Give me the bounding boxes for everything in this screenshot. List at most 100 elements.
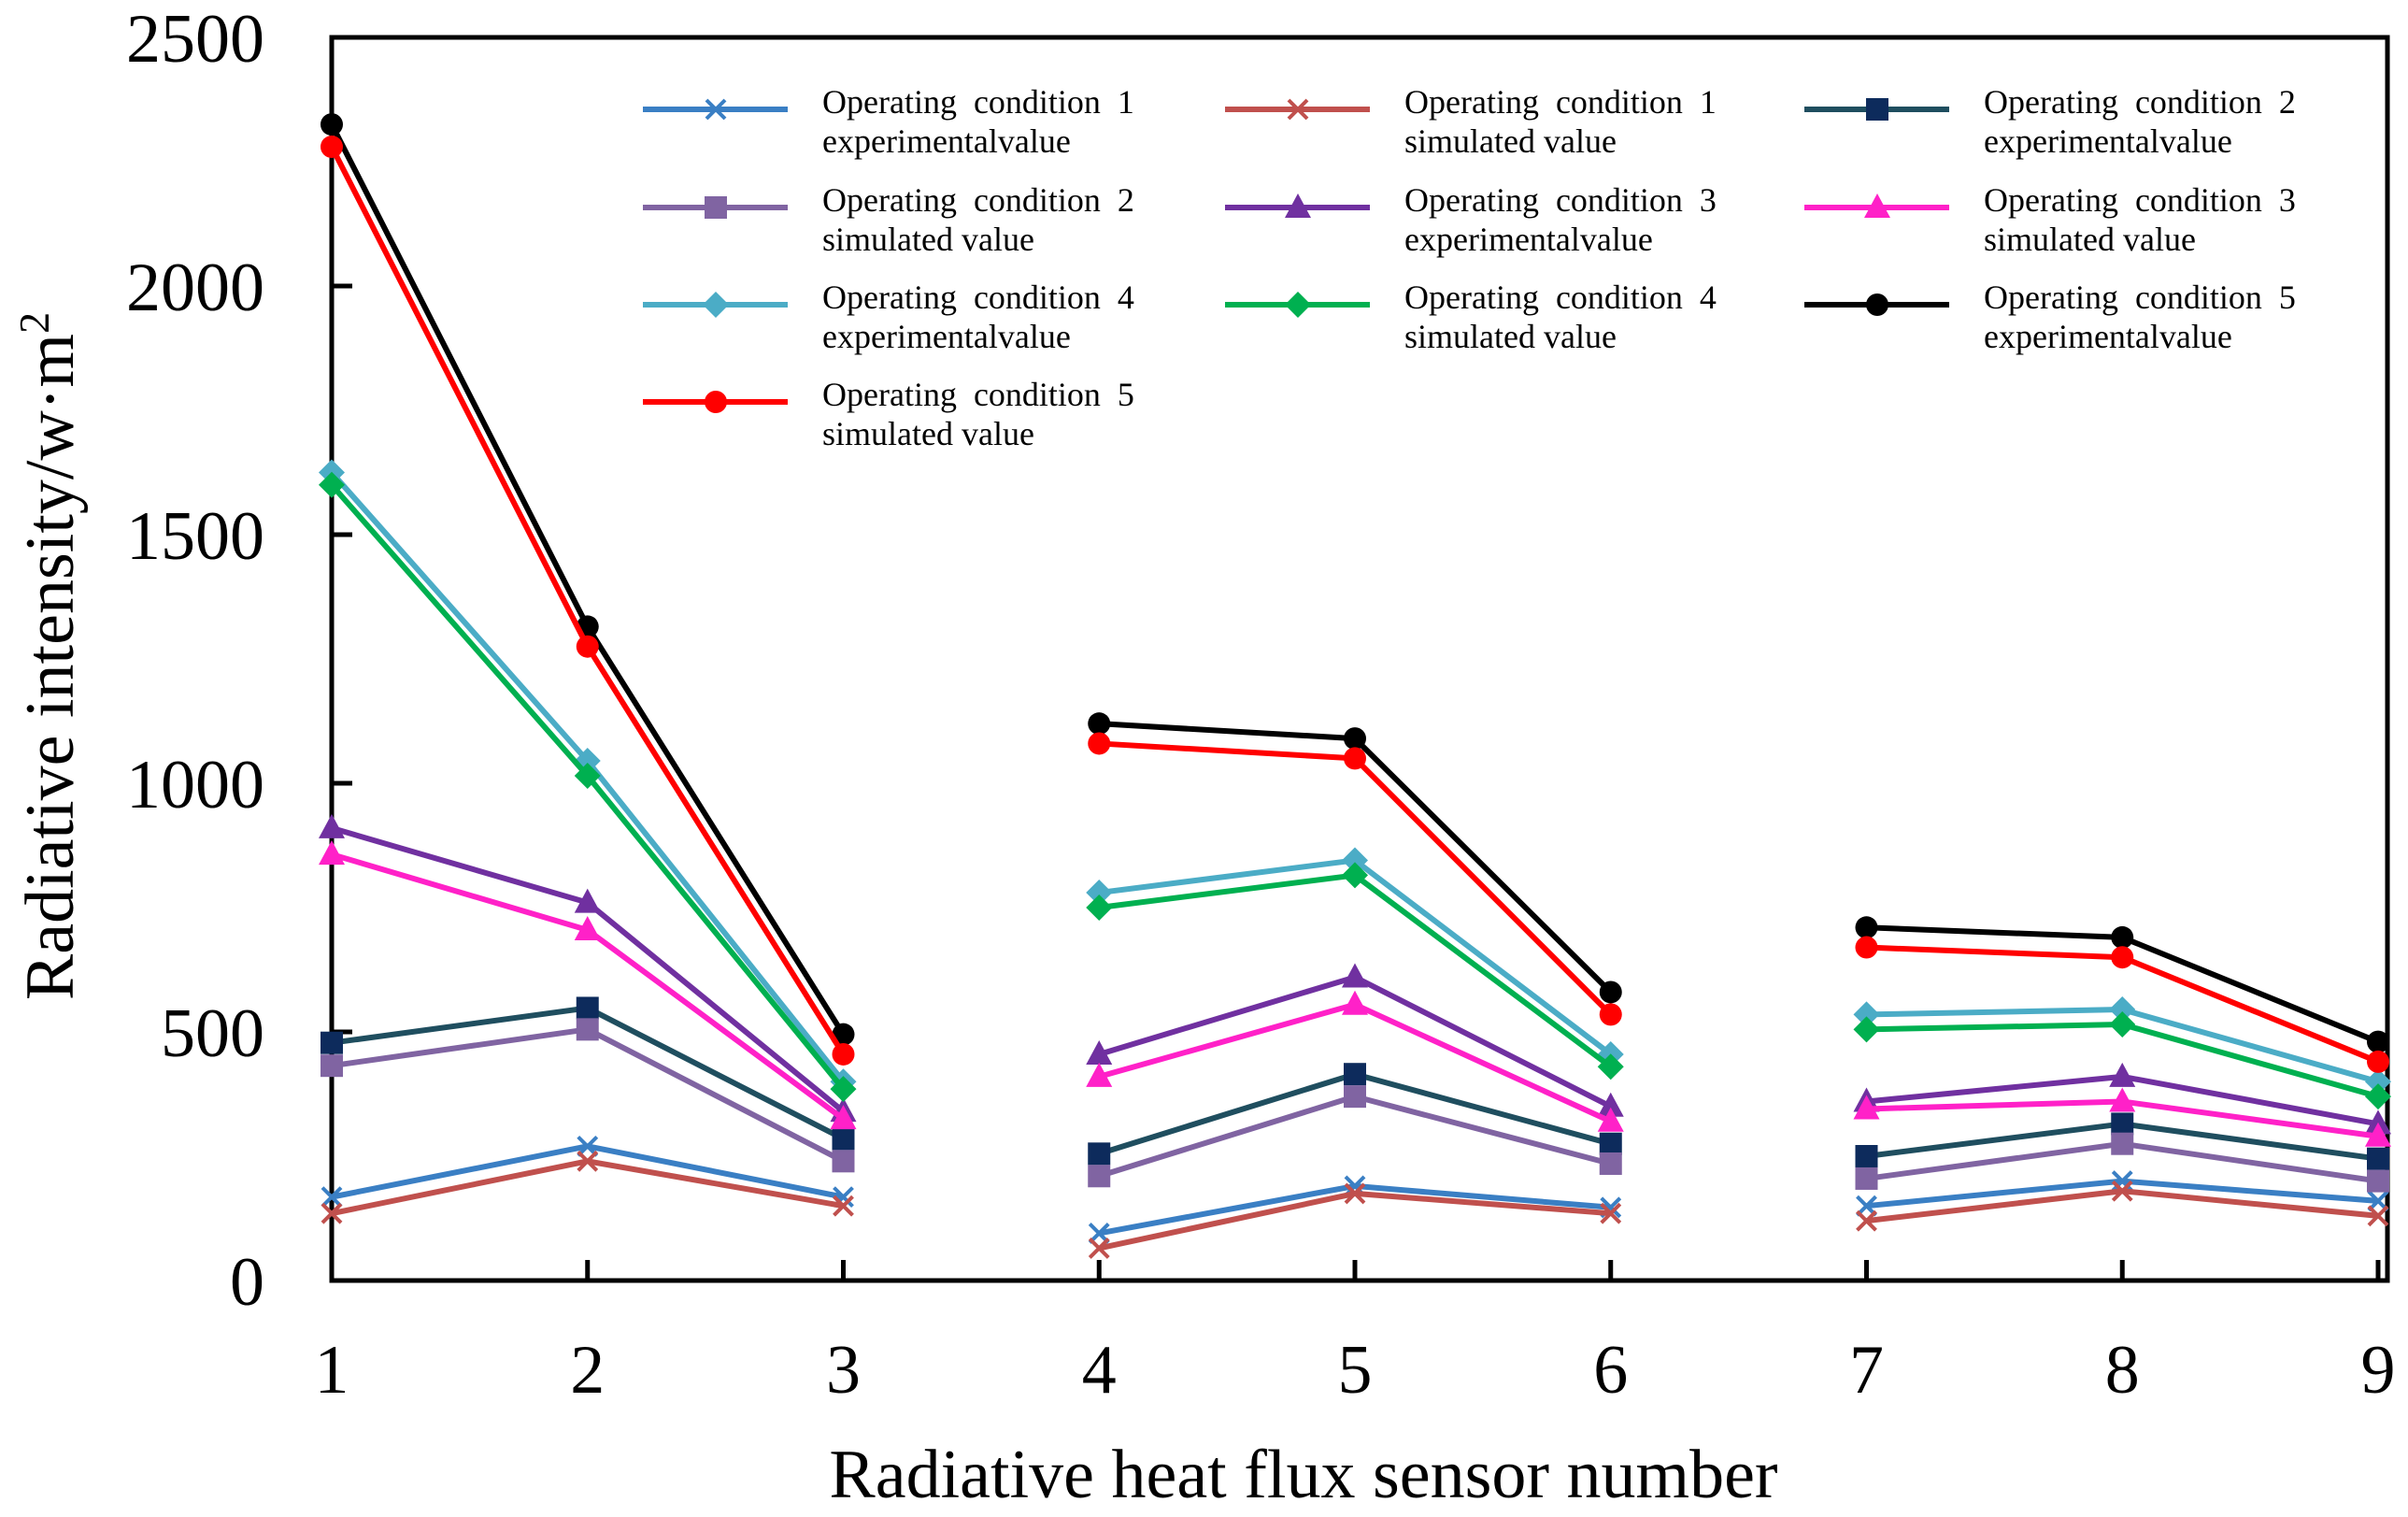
legend-swatch-marker (1866, 293, 1888, 316)
data-point (1597, 1107, 1624, 1132)
data-point (2365, 1068, 2391, 1095)
data-point (1344, 1063, 1366, 1086)
x-axis: 1 2 3 4 5 6 7 8 9 (315, 1260, 2396, 1409)
data-point (1600, 1202, 1622, 1224)
series-2 (321, 1150, 2389, 1259)
series-7 (319, 459, 2391, 1095)
legend-swatch-marker (1866, 98, 1888, 121)
data-point (1853, 1016, 1880, 1043)
data-point (1086, 894, 1113, 921)
data-point (2367, 1205, 2389, 1227)
data-point (319, 813, 345, 838)
y-tick-label: 0 (230, 1244, 264, 1321)
legend-label-line1: Operating condition 2 (822, 181, 1134, 219)
data-point (1597, 1092, 1624, 1117)
y-tick-label: 500 (161, 995, 264, 1072)
data-point (574, 763, 601, 790)
legend-swatch-marker (1287, 98, 1309, 121)
data-point (2365, 1122, 2391, 1147)
x-tick-label: 6 (1593, 1332, 1628, 1409)
legend-label-line2: simulated value (1984, 221, 2196, 258)
data-point (2109, 996, 2136, 1023)
legend-label-line2: simulated value (1404, 318, 1617, 355)
series-10 (321, 136, 2389, 1073)
data-point (2367, 1030, 2389, 1053)
data-point (576, 1018, 599, 1041)
data-point (2109, 1011, 2136, 1038)
data-point (1344, 727, 1366, 751)
legend-label-line1: Operating condition 4 (1404, 279, 1717, 316)
data-point (1599, 1152, 1622, 1175)
x-axis-title: Radiative heat flux sensor number (829, 1437, 1777, 1513)
data-point (1597, 1053, 1624, 1081)
data-point (1088, 1238, 1110, 1259)
legend-label-line1: Operating condition 1 (822, 83, 1134, 121)
y-tick-label: 2000 (126, 250, 264, 326)
data-point (2365, 1083, 2391, 1110)
x-tick-label: 8 (2105, 1332, 2140, 1409)
data-point (319, 471, 345, 498)
data-point (830, 1105, 857, 1130)
legend-label-line1: Operating condition 3 (1404, 181, 1717, 219)
data-point (1088, 712, 1111, 736)
legend-swatch-marker (705, 196, 727, 219)
x-tick-label: 9 (2361, 1332, 2396, 1409)
series-3 (321, 996, 2389, 1170)
data-point (1088, 1142, 1111, 1166)
data-point (321, 1186, 343, 1209)
series-6 (319, 840, 2391, 1147)
data-point (1853, 1095, 1880, 1120)
legend-swatch-marker (705, 391, 727, 413)
legend-swatch-marker (1285, 193, 1311, 218)
data-point (2367, 1050, 2389, 1073)
data-point (1855, 936, 1878, 959)
legend-label-line1: Operating condition 3 (1984, 181, 2296, 219)
data-point (1599, 980, 1622, 1004)
data-point (832, 1150, 855, 1173)
y-tick-label: 2500 (126, 1, 264, 78)
data-point (1088, 1165, 1111, 1188)
data-point (832, 1023, 855, 1046)
data-point (321, 113, 343, 136)
data-point (576, 635, 599, 658)
data-point (1086, 1039, 1113, 1065)
data-point (2111, 925, 2134, 949)
legend-label-line1: Operating condition 4 (822, 279, 1134, 316)
data-point (830, 1076, 857, 1103)
data-point (2109, 1087, 2136, 1112)
legend: Operating condition 1experimentalvalueOp… (643, 83, 2296, 452)
data-point (2111, 1180, 2133, 1202)
data-point (1599, 1132, 1622, 1155)
x-tick-label: 2 (570, 1332, 605, 1409)
y-tick-label: 1000 (126, 747, 264, 823)
legend-swatch-marker (1285, 292, 1311, 318)
data-point (832, 1127, 855, 1151)
data-point (2367, 1147, 2389, 1170)
data-point (2365, 1109, 2391, 1135)
data-point (321, 1031, 343, 1054)
data-point (321, 1054, 343, 1078)
legend-label-line1: Operating condition 1 (1404, 83, 1717, 121)
data-point (1855, 1145, 1878, 1167)
series-8 (319, 471, 2391, 1110)
data-point (1855, 916, 1878, 939)
data-point (1599, 1003, 1622, 1026)
data-point (2111, 1132, 2134, 1155)
legend-label-line2: simulated value (1404, 122, 1617, 160)
legend-label-line2: experimentalvalue (822, 122, 1071, 160)
y-axis: 0 500 1000 1500 2000 2500 (126, 1, 352, 1321)
series-line (331, 824, 846, 1114)
y-tick-label: 1500 (126, 498, 264, 575)
series-line (1098, 857, 1613, 1057)
data-point (1086, 1062, 1113, 1087)
legend-swatch-marker (1864, 193, 1890, 218)
y-axis-title-text: Radiative intensity/w·m (12, 334, 89, 1000)
data-point (1856, 1209, 1877, 1232)
legend-label-line1: Operating condition 2 (1984, 83, 2296, 121)
